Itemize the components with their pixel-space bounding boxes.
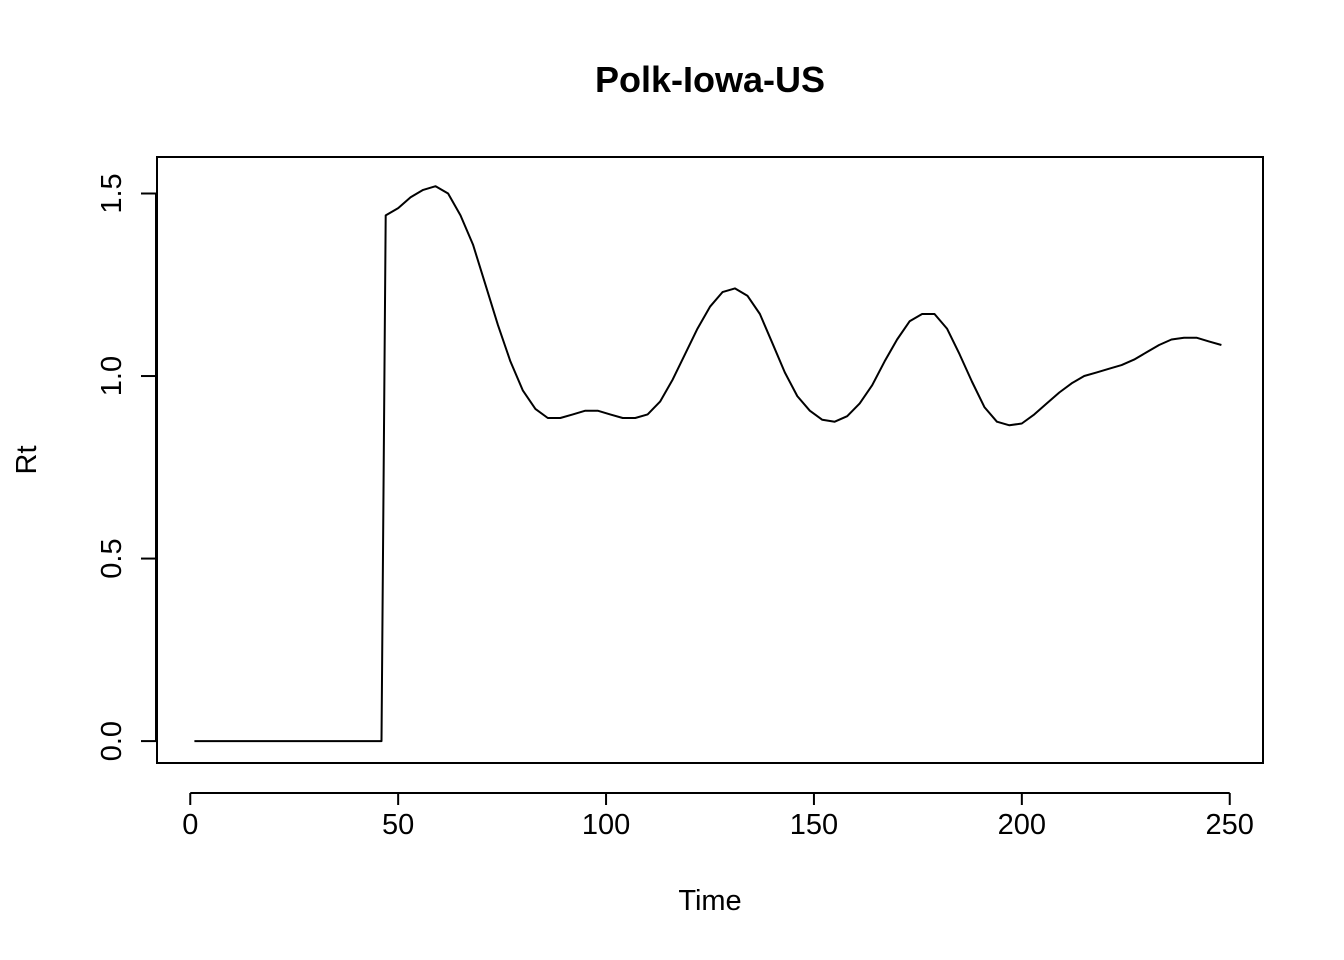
y-tick-label: 1.5 bbox=[96, 173, 128, 213]
y-tick-label: 1.0 bbox=[96, 356, 128, 396]
x-axis-label: Time bbox=[678, 885, 741, 917]
plot-frame bbox=[156, 156, 1264, 764]
x-tick-label: 50 bbox=[382, 809, 414, 841]
x-tick-label: 150 bbox=[790, 809, 838, 841]
x-tick-label: 100 bbox=[582, 809, 630, 841]
y-tick-label: 0.0 bbox=[96, 721, 128, 761]
x-tick-label: 0 bbox=[182, 809, 198, 841]
y-axis: 0.0 0.5 1.0 1.5 bbox=[96, 173, 157, 761]
x-axis: 0 50 100 150 200 250 bbox=[182, 792, 1254, 841]
x-tick-label: 250 bbox=[1206, 809, 1254, 841]
y-tick-label: 0.5 bbox=[96, 538, 128, 578]
y-axis-label: Rt bbox=[11, 446, 43, 475]
x-tick-label: 200 bbox=[998, 809, 1046, 841]
series-line-rt bbox=[194, 185, 1222, 743]
chart-title: Polk-Iowa-US bbox=[595, 59, 825, 100]
